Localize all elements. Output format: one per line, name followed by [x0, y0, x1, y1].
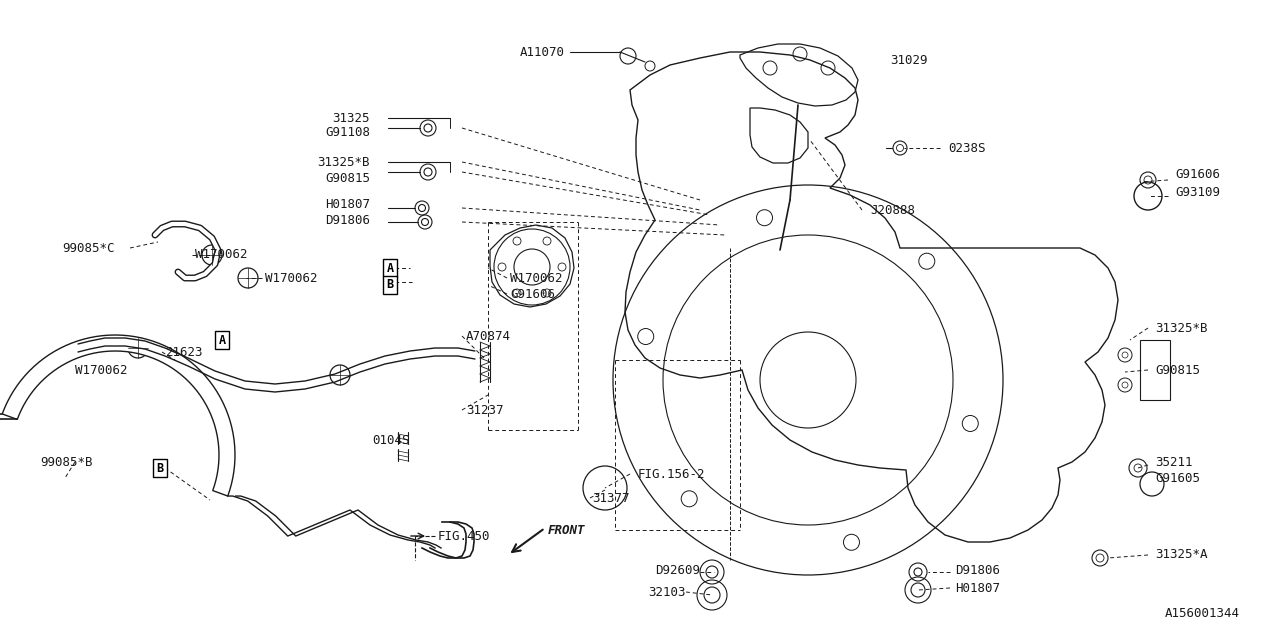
- Text: W170062: W170062: [195, 248, 247, 260]
- Text: A11070: A11070: [520, 45, 564, 58]
- Text: 31237: 31237: [466, 403, 503, 417]
- Text: G90815: G90815: [325, 172, 370, 184]
- Text: A: A: [219, 333, 225, 346]
- Text: B: B: [387, 278, 393, 291]
- Text: G91606: G91606: [1175, 168, 1220, 182]
- Text: 21623: 21623: [165, 346, 202, 358]
- Text: 99085*B: 99085*B: [40, 456, 92, 468]
- Text: FIG.450: FIG.450: [438, 529, 490, 543]
- Text: W170062: W170062: [76, 364, 128, 376]
- Text: H01807: H01807: [955, 582, 1000, 595]
- Text: G93109: G93109: [1175, 186, 1220, 198]
- Text: D92609: D92609: [655, 563, 700, 577]
- Polygon shape: [3, 335, 236, 496]
- Bar: [1140, 340, 1170, 400]
- Text: 99085*C: 99085*C: [61, 241, 114, 255]
- Text: D91806: D91806: [325, 214, 370, 227]
- Text: G90815: G90815: [1155, 364, 1201, 376]
- Text: 31325*B: 31325*B: [317, 156, 370, 168]
- Text: A70874: A70874: [466, 330, 511, 342]
- Text: FIG.156-2: FIG.156-2: [637, 467, 705, 481]
- Text: 31325*B: 31325*B: [1155, 321, 1207, 335]
- Text: FRONT: FRONT: [548, 524, 585, 536]
- Text: 32103: 32103: [649, 586, 686, 598]
- Text: 31325*A: 31325*A: [1155, 548, 1207, 561]
- Text: B: B: [156, 461, 164, 474]
- Text: J20888: J20888: [870, 204, 915, 216]
- Text: H01807: H01807: [325, 198, 370, 211]
- Text: 0104S: 0104S: [372, 433, 410, 447]
- Text: G91606: G91606: [509, 287, 556, 301]
- Text: 35211: 35211: [1155, 456, 1193, 468]
- Text: W170062: W170062: [509, 271, 562, 285]
- Text: W170062: W170062: [265, 271, 317, 285]
- Text: 0238S: 0238S: [948, 141, 986, 154]
- Text: A: A: [387, 262, 393, 275]
- Text: G91605: G91605: [1155, 472, 1201, 484]
- Text: 31377: 31377: [591, 492, 630, 504]
- Text: D91806: D91806: [955, 563, 1000, 577]
- Text: A156001344: A156001344: [1165, 607, 1240, 620]
- Text: G91108: G91108: [325, 127, 370, 140]
- Text: 31029: 31029: [890, 54, 928, 67]
- Text: 31325: 31325: [333, 111, 370, 125]
